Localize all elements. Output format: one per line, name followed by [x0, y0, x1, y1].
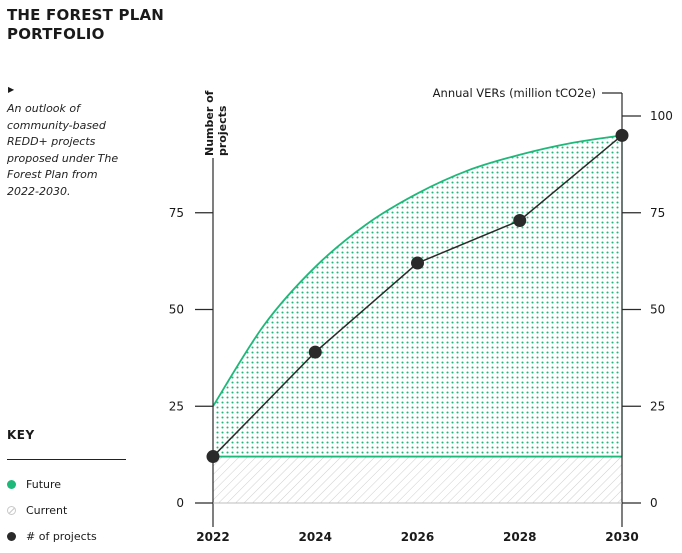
right-tick-label: 0 [650, 496, 658, 510]
projects-swatch-icon [7, 531, 16, 541]
x-tick-label: 2022 [196, 530, 229, 544]
x-tick-label: 2028 [503, 530, 536, 544]
projects-point [308, 345, 322, 359]
x-tick-label: 2030 [605, 530, 638, 544]
page-title: THE FOREST PLAN PORTFOLIO [7, 6, 207, 44]
right-tick-label: 50 [650, 303, 665, 317]
key-item-projects: # of projects [7, 528, 97, 544]
key-divider [7, 459, 126, 460]
key-label-current: Current [26, 503, 68, 517]
triangle-icon: ▶ [8, 85, 15, 94]
right-tick-label: 25 [650, 399, 665, 413]
right-tick-label: 75 [650, 206, 665, 220]
future-swatch-icon [7, 479, 16, 489]
description: An outlook of community-based REDD+ proj… [7, 102, 119, 198]
left-tick-label: 50 [169, 303, 184, 317]
right-tick-label: 100 [650, 109, 673, 123]
left-tick-label: 0 [176, 496, 184, 510]
key-label-projects: # of projects [26, 529, 97, 543]
right-axis-label: Annual VERs (million tCO2e) [433, 86, 596, 100]
future-area [213, 135, 622, 457]
left-axis-label-line2: projects [216, 105, 229, 156]
left-axis-label-line1: Number of [203, 90, 216, 156]
key-title: KEY [7, 428, 35, 442]
x-tick-label: 2026 [401, 530, 434, 544]
key-item-current: Current [7, 502, 67, 518]
left-tick-label: 75 [169, 206, 184, 220]
future-curve [212, 134, 623, 407]
title-line-2: PORTFOLIO [7, 25, 105, 43]
x-tick-label: 2024 [299, 530, 332, 544]
projects-point [206, 450, 220, 464]
projects-point [513, 213, 527, 227]
left-tick-label: 25 [169, 399, 184, 413]
title-line-1: THE FOREST PLAN [7, 6, 165, 24]
current-swatch-icon [7, 505, 16, 515]
key-item-future: Future [7, 476, 61, 492]
key-label-future: Future [26, 477, 62, 491]
projects-point [615, 128, 629, 142]
projects-point [411, 256, 424, 270]
current-area [213, 456, 622, 503]
